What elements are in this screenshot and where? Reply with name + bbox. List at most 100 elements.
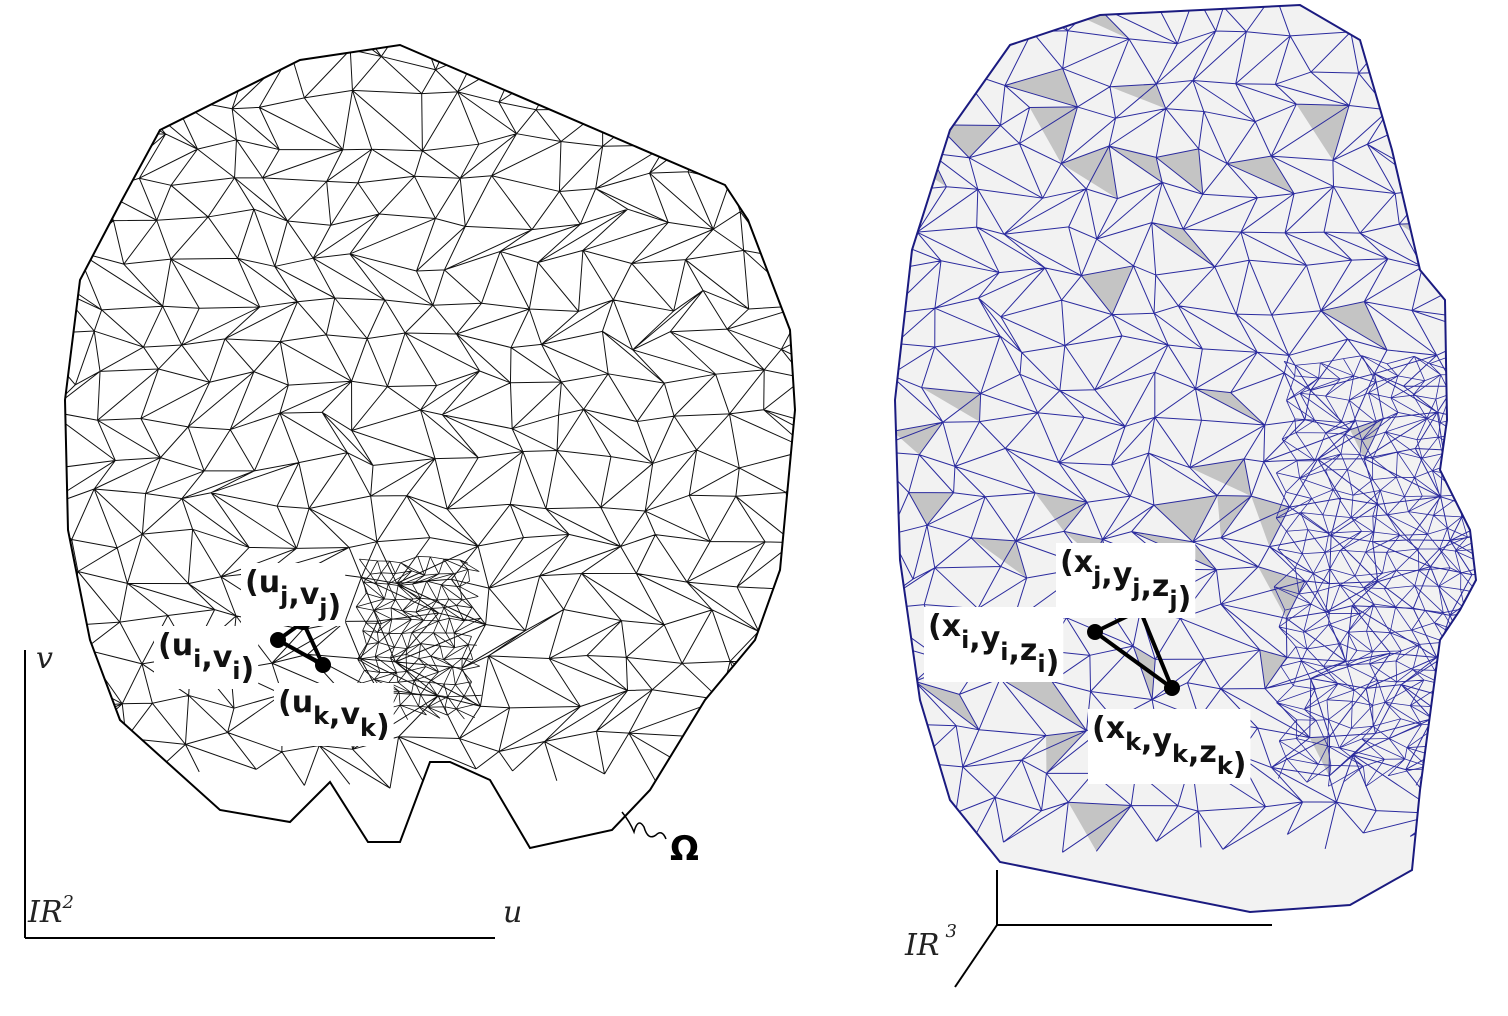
label-subscript: i xyxy=(1000,638,1008,666)
label-subscript: k xyxy=(1125,728,1142,756)
label-xk-yk-zk: (xk,yk,zk) xyxy=(1092,711,1247,782)
label-subscript: j xyxy=(279,582,288,610)
shaded-facet xyxy=(1320,301,1388,351)
shaded-facet xyxy=(1153,495,1218,542)
shaded-facet xyxy=(1217,495,1252,538)
omega-label: Ω xyxy=(670,829,699,869)
space-label-r3: IR 3 xyxy=(904,921,957,963)
shaded-facet xyxy=(921,387,981,422)
u-axis-label: u xyxy=(503,895,522,930)
label-subscript: k xyxy=(1172,740,1189,768)
label-text: ,v xyxy=(329,697,360,732)
planar-triangle-mesh xyxy=(65,45,795,790)
label-subscript: i xyxy=(232,657,240,685)
label-text: (u xyxy=(278,685,313,720)
shaded-facet xyxy=(1029,106,1078,164)
label-text: (x xyxy=(1060,545,1093,580)
shaded-facet xyxy=(1133,646,1156,700)
label-text: (u xyxy=(245,565,280,600)
shaded-facet xyxy=(947,40,982,70)
label-text: ) xyxy=(241,652,255,687)
shaded-facet xyxy=(1053,5,1129,39)
vertex-labels: (uj,vj)(ui,vi)(uk,vk)(xj,yj,zj)(xi,yi,zi… xyxy=(154,543,1251,784)
label-subscript: j xyxy=(1168,586,1177,614)
shaded-facet xyxy=(1296,104,1350,161)
shaded-facet xyxy=(895,422,943,455)
label-text: ) xyxy=(1233,747,1247,782)
shaded-facet xyxy=(1004,68,1078,107)
omega-leader xyxy=(621,811,667,840)
shaded-facet xyxy=(1189,458,1252,497)
shaded-facet xyxy=(1467,505,1476,532)
label-background xyxy=(1056,543,1196,618)
vertex-dot xyxy=(1164,680,1180,696)
shaded-facet xyxy=(1081,265,1134,315)
label-text: ,z xyxy=(1008,633,1037,668)
label-text: ) xyxy=(1046,645,1060,680)
surface-mesh-panel: IR 3 xyxy=(893,0,1508,988)
label-text: (x xyxy=(1092,711,1125,746)
label-text: ) xyxy=(376,709,390,744)
vertex-dot xyxy=(1087,624,1103,640)
label-subscript: k xyxy=(360,714,377,742)
surface-boundary xyxy=(893,3,1478,914)
shaded-facet xyxy=(1490,0,1508,40)
label-text: (u xyxy=(158,628,193,663)
label-text: ,v xyxy=(201,640,232,675)
label-text: ,z xyxy=(1188,735,1217,770)
label-subscript: k xyxy=(313,702,330,730)
label-background xyxy=(154,626,259,689)
label-text: ) xyxy=(1178,581,1192,616)
label-uj-vj: (uj,vj) xyxy=(245,565,341,624)
shaded-facet xyxy=(1258,566,1306,619)
label-subscript: i xyxy=(193,645,201,673)
space-label-r2: IR2 xyxy=(27,892,74,930)
mesh-edges xyxy=(1273,355,1476,787)
label-background xyxy=(1088,709,1251,784)
shaded-facet xyxy=(1109,84,1166,109)
y-axis xyxy=(954,924,998,988)
label-text: ,z xyxy=(1140,569,1169,604)
shaded-facet xyxy=(1259,649,1287,689)
planar-triangle xyxy=(274,618,328,670)
shaded-facet xyxy=(937,124,1001,158)
label-text: ,y xyxy=(969,621,1000,656)
label-xi-yi-zi: (xi,yi,zi) xyxy=(928,609,1059,680)
label-text: ,y xyxy=(1141,723,1172,758)
label-background xyxy=(274,683,394,746)
label-uk-vk: (uk,vk) xyxy=(278,685,390,744)
label-subscript: k xyxy=(1217,752,1234,780)
mesh-edges xyxy=(65,45,795,790)
shaded-facet xyxy=(1309,736,1330,776)
label-subscript: j xyxy=(318,594,327,622)
domain-boundary xyxy=(63,43,797,850)
shaded-facet xyxy=(1417,108,1476,143)
vertex-dot xyxy=(270,632,286,648)
label-background xyxy=(924,607,1064,682)
shaded-facet xyxy=(1436,644,1463,699)
v-axis-label: v xyxy=(36,641,53,676)
label-text: ) xyxy=(328,589,342,624)
label-text: (x xyxy=(928,609,961,644)
shaded-facet xyxy=(908,492,954,526)
shaded-facet xyxy=(1431,29,1476,72)
vertex-dot xyxy=(315,657,331,673)
shaded-facet xyxy=(1035,492,1088,532)
label-subscript: i xyxy=(961,626,969,654)
label-text: ,y xyxy=(1101,557,1132,592)
shaded-facet xyxy=(971,537,1027,578)
label-background xyxy=(241,563,346,626)
label-xj-yj-zj: (xj,yj,zj) xyxy=(1060,545,1191,616)
label-text: ,v xyxy=(288,577,319,612)
label-subscript: j xyxy=(1092,562,1101,590)
planar-mesh-panel: v u IR2 Ω xyxy=(24,43,797,939)
label-subscript: i xyxy=(1037,650,1045,678)
shaded-facet xyxy=(1156,148,1203,195)
shaded-facet xyxy=(1061,145,1118,199)
shaded-facet xyxy=(1227,156,1295,194)
surface-triangle xyxy=(1091,607,1177,694)
label-ui-vi: (ui,vi) xyxy=(158,628,254,687)
label-subscript: j xyxy=(1131,574,1140,602)
